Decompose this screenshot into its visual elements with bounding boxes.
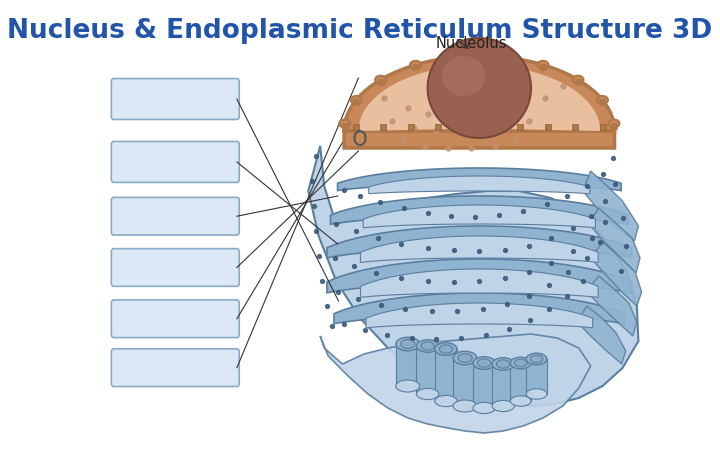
FancyBboxPatch shape bbox=[112, 300, 239, 337]
Text: Nucleolus: Nucleolus bbox=[436, 36, 507, 51]
Polygon shape bbox=[435, 349, 457, 401]
Ellipse shape bbox=[473, 356, 495, 369]
Polygon shape bbox=[361, 269, 598, 297]
Polygon shape bbox=[366, 303, 593, 328]
Polygon shape bbox=[363, 205, 595, 228]
Ellipse shape bbox=[441, 56, 485, 96]
Polygon shape bbox=[361, 236, 598, 262]
Ellipse shape bbox=[435, 343, 457, 355]
Ellipse shape bbox=[608, 119, 619, 128]
Ellipse shape bbox=[492, 358, 514, 370]
Ellipse shape bbox=[492, 400, 514, 411]
Ellipse shape bbox=[421, 342, 434, 350]
Ellipse shape bbox=[375, 75, 387, 84]
Ellipse shape bbox=[473, 403, 495, 414]
Polygon shape bbox=[308, 146, 639, 406]
Polygon shape bbox=[416, 346, 438, 394]
Ellipse shape bbox=[496, 53, 507, 61]
Ellipse shape bbox=[416, 340, 438, 352]
Polygon shape bbox=[334, 293, 625, 324]
Ellipse shape bbox=[515, 359, 527, 367]
Ellipse shape bbox=[572, 75, 583, 84]
Polygon shape bbox=[473, 363, 495, 408]
Ellipse shape bbox=[531, 355, 543, 363]
Polygon shape bbox=[577, 306, 626, 364]
FancyBboxPatch shape bbox=[112, 79, 239, 119]
Polygon shape bbox=[396, 344, 420, 386]
Ellipse shape bbox=[453, 351, 477, 365]
Ellipse shape bbox=[526, 353, 547, 365]
Polygon shape bbox=[453, 358, 477, 406]
Polygon shape bbox=[359, 65, 600, 131]
Polygon shape bbox=[526, 359, 547, 394]
Polygon shape bbox=[587, 276, 636, 336]
Text: Nucleus & Endoplasmic Reticulum Structure 3D: Nucleus & Endoplasmic Reticulum Structur… bbox=[7, 18, 713, 44]
Polygon shape bbox=[492, 364, 514, 406]
Polygon shape bbox=[589, 208, 640, 273]
Polygon shape bbox=[369, 176, 590, 194]
Ellipse shape bbox=[597, 96, 608, 104]
Ellipse shape bbox=[510, 357, 531, 369]
FancyBboxPatch shape bbox=[112, 249, 239, 286]
Ellipse shape bbox=[416, 388, 438, 400]
Ellipse shape bbox=[351, 96, 361, 104]
Ellipse shape bbox=[428, 38, 531, 138]
Ellipse shape bbox=[400, 340, 415, 349]
Ellipse shape bbox=[497, 360, 510, 368]
Polygon shape bbox=[582, 171, 639, 241]
Ellipse shape bbox=[339, 119, 351, 128]
Ellipse shape bbox=[477, 359, 491, 367]
Polygon shape bbox=[510, 363, 531, 401]
Ellipse shape bbox=[510, 396, 531, 406]
Ellipse shape bbox=[396, 380, 420, 392]
FancyBboxPatch shape bbox=[112, 349, 239, 386]
Ellipse shape bbox=[453, 400, 477, 412]
Ellipse shape bbox=[435, 395, 457, 407]
Polygon shape bbox=[330, 196, 628, 224]
Ellipse shape bbox=[458, 354, 472, 363]
Ellipse shape bbox=[410, 61, 421, 69]
Polygon shape bbox=[320, 334, 590, 433]
Ellipse shape bbox=[526, 389, 547, 399]
Ellipse shape bbox=[451, 53, 463, 61]
Polygon shape bbox=[327, 226, 631, 258]
Ellipse shape bbox=[396, 337, 420, 351]
Polygon shape bbox=[590, 242, 642, 306]
Ellipse shape bbox=[537, 61, 549, 69]
Polygon shape bbox=[338, 168, 621, 191]
Polygon shape bbox=[327, 259, 631, 293]
FancyBboxPatch shape bbox=[112, 198, 239, 235]
Polygon shape bbox=[344, 56, 615, 148]
Ellipse shape bbox=[439, 345, 453, 353]
FancyBboxPatch shape bbox=[112, 142, 239, 182]
